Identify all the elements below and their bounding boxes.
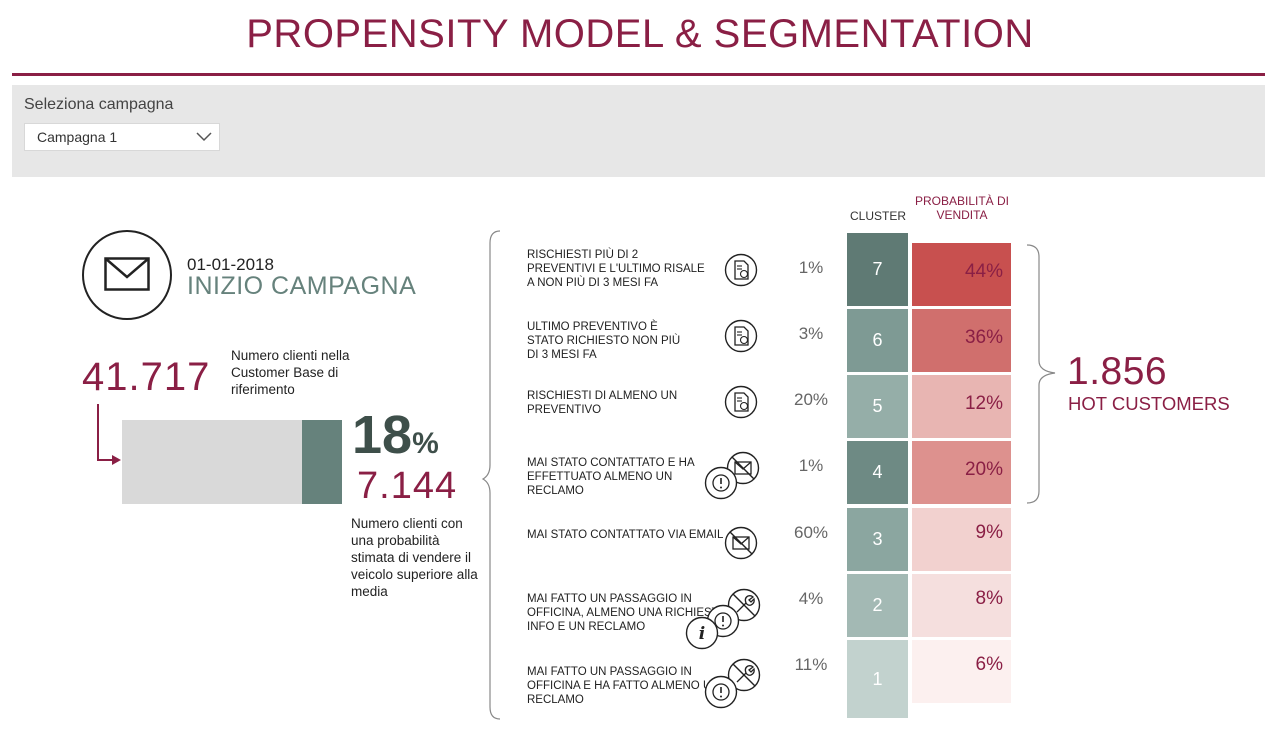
segment-share: 3% <box>798 324 824 343</box>
probability-value: 20% <box>964 459 1003 480</box>
segment-row: MAI FATTO UN PASSAGGIO IN OFFICINA E HA … <box>0 0 1280 718</box>
probability-cell: 6% <box>912 640 1011 703</box>
no-workshop-icon <box>727 658 761 692</box>
probability-column-header: PROBABILITÀ DI VENDITA <box>914 194 1010 222</box>
cluster-cell: 4 <box>847 441 908 504</box>
customer-base-caption: Numero clienti nella Customer Base di ri… <box>231 348 350 397</box>
cluster-number: 4 <box>872 462 883 482</box>
hot-customers-count: 1.856 <box>1067 350 1168 393</box>
probability-cell: 12% <box>912 375 1011 438</box>
cluster-number: 6 <box>872 330 883 350</box>
chevron-down-icon <box>196 132 212 142</box>
customer-base-bar <box>122 420 302 504</box>
cluster-number: 7 <box>872 259 883 279</box>
no-email-icon <box>724 526 758 560</box>
quote-document-icon <box>724 319 758 353</box>
segment-description: MAI FATTO UN PASSAGGIO IN OFFICINA, ALME… <box>527 593 725 633</box>
probability-value: 6% <box>975 654 1003 675</box>
segment-description: MAI FATTO UN PASSAGGIO IN OFFICINA E HA … <box>527 666 720 706</box>
cluster-cell: 1 <box>847 640 908 718</box>
left-brace <box>482 230 501 720</box>
cluster-cell: 6 <box>847 309 908 372</box>
segment-row: MAI STATO CONTATTATO E HA EFFETTUATO ALM… <box>0 0 1280 504</box>
target-percent: 18% <box>352 405 439 474</box>
segment-row: MAI STATO CONTATTATO VIA EMAIL 60% 3 9% <box>0 0 1280 571</box>
segment-share: 1% <box>798 456 824 475</box>
arrow-down-right-icon <box>97 404 121 465</box>
probability-value: 36% <box>964 327 1003 348</box>
campaign-dropdown-value: Campagna 1 <box>37 129 118 145</box>
segment-share: 20% <box>793 390 829 409</box>
target-percent-sign: % <box>412 427 439 460</box>
segment-row: ULTIMO PREVENTIVO È STATO RICHIESTO NON … <box>0 0 1280 372</box>
hot-customers-label: HOT CUSTOMERS <box>1068 393 1230 414</box>
segment-description: ULTIMO PREVENTIVO È STATO RICHIESTO NON … <box>527 321 681 361</box>
target-percent-value: 18 <box>352 405 413 465</box>
filter-panel: Seleziona campagna Campagna 1 <box>12 85 1265 177</box>
segment-description: MAI STATO CONTATTATO VIA EMAIL <box>527 529 724 541</box>
cluster-number: 3 <box>872 529 883 549</box>
cluster-cell: 7 <box>847 233 908 306</box>
segment-share: 1% <box>798 258 824 277</box>
envelope-icon <box>104 257 150 291</box>
probability-value: 12% <box>964 393 1003 414</box>
info-icon: i <box>685 616 719 650</box>
target-customer-count: 7.144 <box>357 465 458 507</box>
campaign-start-label: INIZIO CAMPAGNA <box>187 272 417 300</box>
segment-row: MAI FATTO UN PASSAGGIO IN OFFICINA, ALME… <box>0 0 1280 650</box>
target-share-bar <box>302 420 342 504</box>
probability-cell: 9% <box>912 508 1011 571</box>
cluster-cell: 5 <box>847 375 908 438</box>
probability-value: 9% <box>975 522 1003 543</box>
customer-base-count: 41.717 <box>82 355 211 399</box>
page-title: PROPENSITY MODEL & SEGMENTATION <box>246 12 1034 56</box>
cluster-number: 2 <box>872 595 883 615</box>
probability-cell: 36% <box>912 309 1011 372</box>
probability-cell: 8% <box>912 574 1011 637</box>
segment-share: 11% <box>794 655 828 674</box>
right-brace <box>1026 244 1056 504</box>
segment-row: RISCHIESTI PIÙ DI 2 PREVENTIVI E L'ULTIM… <box>0 0 1280 306</box>
campaign-date: 01-01-2018 <box>187 255 274 274</box>
title-divider <box>12 73 1265 76</box>
campaign-filter-label: Seleziona campagna <box>24 96 174 113</box>
quote-document-icon <box>724 253 758 287</box>
probability-value: 44% <box>964 261 1003 282</box>
segment-description: RISCHIESTI PIÙ DI 2 PREVENTIVI E L'ULTIM… <box>527 249 705 289</box>
mail-icon-circle <box>82 230 172 320</box>
target-customer-caption: Numero clienti con una probabilità stima… <box>351 516 478 599</box>
probability-cell: 20% <box>912 441 1011 504</box>
probability-value: 8% <box>975 588 1003 609</box>
segment-description: MAI STATO CONTATTATO E HA EFFETTUATO ALM… <box>527 457 694 497</box>
cluster-column-header: CLUSTER <box>849 209 906 223</box>
cluster-cell: 2 <box>847 574 908 637</box>
segment-description: RISCHIESTI DI ALMENO UN PREVENTIVO <box>527 390 678 416</box>
svg-text:i: i <box>699 624 705 644</box>
probability-cell: 44% <box>912 243 1011 306</box>
segment-share: 60% <box>793 523 829 542</box>
cluster-cell: 3 <box>847 508 908 571</box>
segment-share: 4% <box>798 589 824 608</box>
segment-row: RISCHIESTI DI ALMENO UN PREVENTIVO 20% 5 12… <box>0 0 1280 438</box>
complaint-icon <box>704 675 738 709</box>
campaign-dropdown[interactable]: Campagna 1 <box>24 123 220 151</box>
cluster-number: 1 <box>872 668 883 689</box>
quote-document-icon <box>724 385 758 419</box>
cluster-number: 5 <box>872 396 883 416</box>
complaint-icon <box>704 466 738 500</box>
